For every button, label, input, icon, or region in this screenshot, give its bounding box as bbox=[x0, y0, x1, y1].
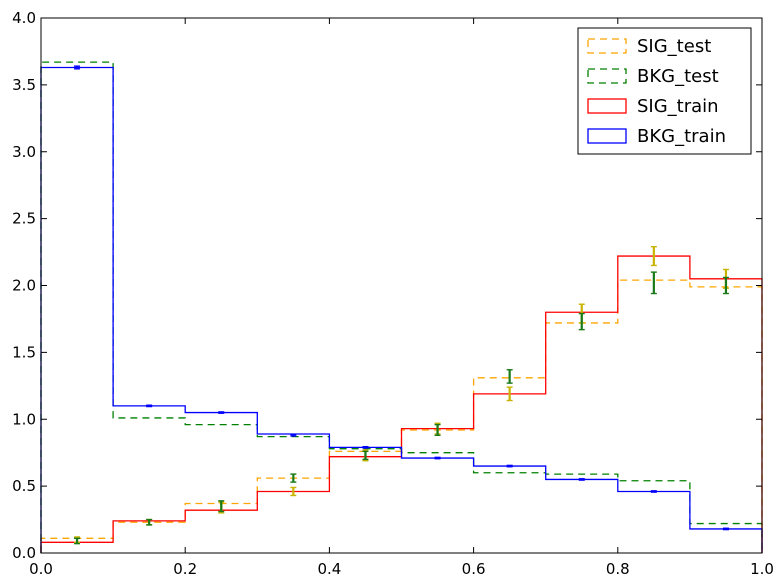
legend-label-bkg-test: BKG_test bbox=[637, 66, 719, 87]
errorbar-bkg-test bbox=[218, 500, 225, 513]
errorbar-bkg-train bbox=[650, 490, 657, 493]
errorbar-bkg-train bbox=[506, 464, 513, 468]
y-tick-label: 2.5 bbox=[12, 210, 36, 228]
errorbar-bkg-test bbox=[362, 450, 369, 461]
errorbar-bkg-test bbox=[650, 271, 657, 295]
legend-swatch-sig-train bbox=[587, 98, 627, 114]
y-tick-label: 1.5 bbox=[12, 343, 36, 361]
y-tick-label: 3.5 bbox=[12, 76, 36, 94]
errorbar-bkg-test bbox=[74, 537, 81, 545]
x-tick-label: 0.8 bbox=[606, 560, 630, 578]
y-tick-label: 0.5 bbox=[12, 477, 36, 495]
plot-area bbox=[40, 61, 763, 553]
errorbar-bkg-train bbox=[218, 411, 225, 414]
errorbar-bkg-train bbox=[722, 527, 729, 531]
y-tick-label: 2.0 bbox=[12, 277, 36, 295]
errorbar-bkg-test bbox=[722, 276, 729, 295]
legend-swatch-bkg-train bbox=[587, 128, 627, 144]
legend-box bbox=[577, 27, 752, 155]
legend-swatch-bkg-test bbox=[587, 68, 627, 84]
errorbar-bkg-test bbox=[146, 518, 153, 526]
errorbar-sig-test bbox=[506, 386, 513, 402]
errorbar-sig-test bbox=[290, 486, 297, 497]
legend: SIG_test BKG_test SIG_train BKG_train bbox=[577, 27, 752, 155]
x-tick-label: 0.6 bbox=[462, 560, 486, 578]
x-tick-label: 0.2 bbox=[173, 560, 197, 578]
x-tick-label: 0.0 bbox=[29, 560, 53, 578]
legend-label-bkg-train: BKG_train bbox=[637, 126, 726, 147]
legend-swatch-sig-test bbox=[587, 38, 627, 54]
y-tick-label: 0.0 bbox=[12, 544, 36, 562]
y-tick-label: 1.0 bbox=[12, 410, 36, 428]
errorbar-bkg-test bbox=[506, 369, 513, 384]
errorbar-bkg-test bbox=[578, 312, 585, 331]
errorbar-bkg-train bbox=[290, 433, 297, 437]
errorbar-bkg-test bbox=[290, 473, 297, 483]
errorbar-bkg-train bbox=[146, 404, 153, 408]
legend-label-sig-train: SIG_train bbox=[637, 96, 719, 117]
y-tick-label: 4.0 bbox=[12, 9, 36, 27]
errorbar-bkg-train bbox=[362, 445, 369, 449]
y-tick-label: 3.0 bbox=[12, 143, 36, 161]
legend-label-sig-test: SIG_test bbox=[637, 36, 711, 57]
x-tick-label: 0.4 bbox=[317, 560, 341, 578]
axes: 0.0 0.2 0.4 0.6 0.8 1.0 0.0 0.5 1.0 1.5 2.0 2.5 3.0 3… bbox=[12, 9, 774, 578]
errorbar-bkg-test bbox=[434, 423, 441, 436]
errorbar-bkg-train bbox=[434, 456, 441, 460]
errorbar-bkg-train bbox=[578, 478, 585, 481]
x-tick-label: 1.0 bbox=[750, 560, 774, 578]
errorbar-sig-test bbox=[650, 246, 657, 267]
errorbar-bkg-train bbox=[74, 65, 81, 70]
